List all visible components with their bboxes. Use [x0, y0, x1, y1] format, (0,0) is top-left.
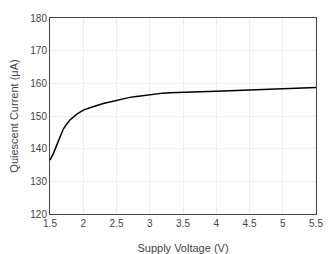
svg-text:2: 2	[80, 218, 86, 229]
svg-text:3.5: 3.5	[176, 218, 190, 229]
svg-text:140: 140	[30, 143, 47, 154]
svg-text:170: 170	[30, 45, 47, 56]
svg-text:5: 5	[280, 218, 286, 229]
svg-text:130: 130	[30, 176, 47, 187]
svg-text:150: 150	[30, 111, 47, 122]
svg-text:4: 4	[213, 218, 219, 229]
svg-text:5.5: 5.5	[309, 218, 323, 229]
svg-text:160: 160	[30, 78, 47, 89]
svg-text:2.5: 2.5	[110, 218, 124, 229]
svg-text:180: 180	[30, 13, 47, 24]
svg-text:Quiescent Current (μA): Quiescent Current (μA)	[8, 59, 20, 172]
svg-text:1.5: 1.5	[43, 218, 57, 229]
svg-text:4.5: 4.5	[243, 218, 257, 229]
svg-text:Supply Voltage (V): Supply Voltage (V)	[137, 242, 228, 254]
svg-text:120: 120	[30, 209, 47, 220]
svg-text:3: 3	[147, 218, 153, 229]
